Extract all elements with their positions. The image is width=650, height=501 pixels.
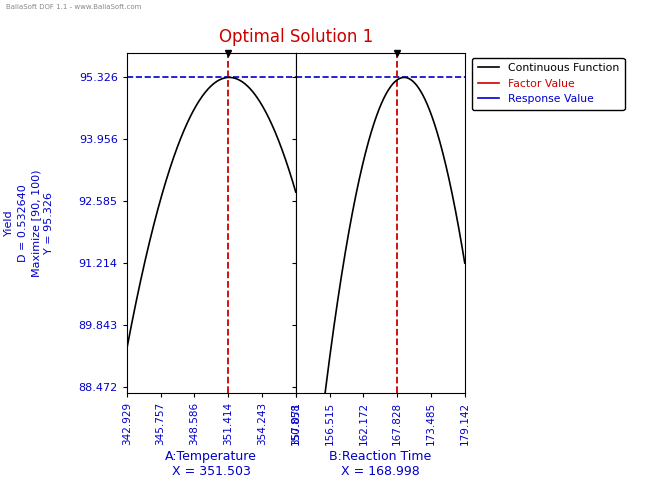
Text: Optimal Solution 1: Optimal Solution 1 bbox=[218, 28, 373, 46]
Text: BaliaSoft DOF 1.1 - www.BaliaSoft.com: BaliaSoft DOF 1.1 - www.BaliaSoft.com bbox=[6, 4, 142, 10]
Legend: Continuous Function, Factor Value, Response Value: Continuous Function, Factor Value, Respo… bbox=[472, 58, 625, 110]
Text: Yield
D = 0.532640
Maximize [90, 100)
Y = 95.326: Yield D = 0.532640 Maximize [90, 100) Y … bbox=[5, 169, 54, 277]
X-axis label: A:Temperature
X = 351.503: A:Temperature X = 351.503 bbox=[165, 449, 257, 477]
X-axis label: B:Reaction Time
X = 168.998: B:Reaction Time X = 168.998 bbox=[329, 449, 432, 477]
